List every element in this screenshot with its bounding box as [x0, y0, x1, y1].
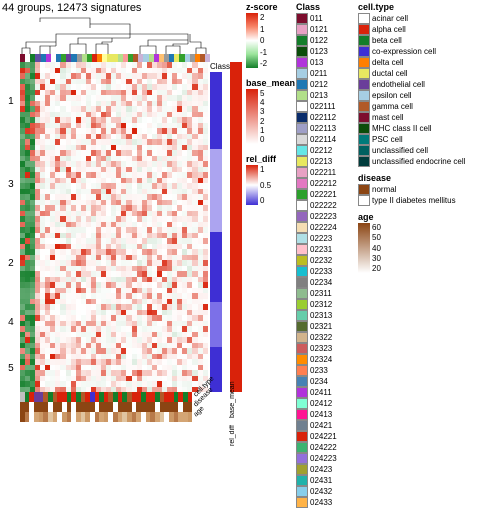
- main-heatmap-block: 44 groups, 12473 signatures 13245 Class: [2, 2, 242, 508]
- heatmap-matrix: [20, 62, 208, 392]
- bottom-side-labels: base_meanrel_diff: [229, 392, 242, 448]
- celltype-legend-title: cell.type: [358, 2, 498, 12]
- disease-legend-items: normaltype II diabetes mellitus: [358, 184, 498, 206]
- zscore-gradient: 210-1-2: [246, 13, 258, 68]
- celltype-legend-items: acinar cellalpha cellbeta cellco-express…: [358, 13, 498, 167]
- bottom-annotation: [20, 392, 193, 448]
- right-legends: cell.type acinar cellalpha cellbeta cell…: [358, 2, 498, 508]
- figure-root: 44 groups, 12473 signatures 13245 Class: [2, 2, 504, 508]
- side-col-1: [210, 72, 222, 392]
- column-color-annotation: [20, 54, 210, 62]
- basemean-gradient: 543210: [246, 89, 258, 144]
- reldiff-legend-title: rel_diff: [246, 154, 292, 164]
- side-col-2: [230, 62, 242, 392]
- column-dendrogram: [20, 14, 210, 54]
- dendro-svg: [20, 14, 210, 54]
- zscore-legend-title: z-score: [246, 2, 292, 12]
- reldiff-gradient: 10.50: [246, 165, 258, 205]
- figure-title: 44 groups, 12473 signatures: [2, 2, 242, 14]
- class-legend-title: Class: [296, 2, 354, 12]
- class-legend-items: 0110121012201230130211021202130221110221…: [296, 13, 354, 508]
- side-annotation-columns: Class: [210, 62, 242, 392]
- class-legend: Class 0110121012201230130211021202130221…: [296, 2, 354, 508]
- heatmap-zone: 13245 Class: [2, 62, 242, 392]
- disease-legend-title: disease: [358, 173, 498, 183]
- side-label-class: Class: [210, 62, 230, 72]
- row-group-labels: 13245: [2, 62, 20, 392]
- age-legend-title: age: [358, 212, 498, 222]
- bottom-annotation-labels: cell.typediseaseage: [196, 392, 228, 448]
- age-gradient: 6050403020: [358, 223, 370, 273]
- scalar-legends: z-score 210-1-2 base_mean 543210 rel_dif…: [246, 2, 292, 508]
- basemean-legend-title: base_mean: [246, 78, 292, 88]
